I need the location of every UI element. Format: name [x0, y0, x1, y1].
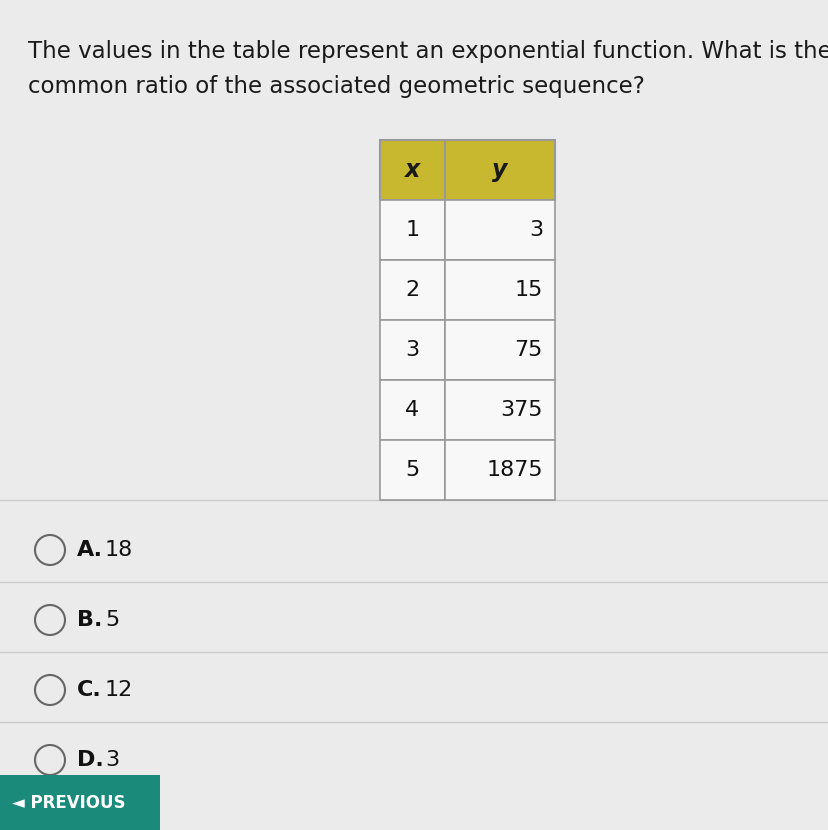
Text: 5: 5 — [105, 610, 119, 630]
Text: 4: 4 — [405, 400, 419, 420]
Text: C.: C. — [77, 680, 102, 700]
Bar — [379, 200, 445, 260]
Text: 3: 3 — [528, 220, 542, 240]
Bar — [0, 775, 160, 830]
Text: A.: A. — [77, 540, 103, 560]
Text: The values in the table represent an exponential function. What is the: The values in the table represent an exp… — [28, 40, 828, 63]
Circle shape — [35, 745, 65, 775]
Text: 18: 18 — [105, 540, 133, 560]
Bar — [379, 440, 445, 500]
Text: 5: 5 — [405, 460, 419, 480]
Bar — [445, 320, 554, 380]
Circle shape — [35, 675, 65, 705]
Text: 3: 3 — [405, 340, 419, 360]
Text: 2: 2 — [405, 280, 419, 300]
Bar — [445, 260, 554, 320]
Text: 15: 15 — [514, 280, 542, 300]
Bar — [379, 140, 445, 200]
Text: x: x — [404, 158, 420, 182]
Bar — [445, 200, 554, 260]
Circle shape — [35, 535, 65, 565]
Bar — [445, 140, 554, 200]
Text: 3: 3 — [105, 750, 119, 770]
Bar — [445, 380, 554, 440]
Text: ◄ PREVIOUS: ◄ PREVIOUS — [12, 793, 125, 812]
Circle shape — [35, 605, 65, 635]
Text: 75: 75 — [514, 340, 542, 360]
Bar — [379, 260, 445, 320]
Text: B.: B. — [77, 610, 102, 630]
Text: y: y — [492, 158, 507, 182]
Bar — [445, 440, 554, 500]
Bar — [379, 320, 445, 380]
Text: 1: 1 — [405, 220, 419, 240]
Text: 375: 375 — [500, 400, 542, 420]
Bar — [379, 380, 445, 440]
Text: common ratio of the associated geometric sequence?: common ratio of the associated geometric… — [28, 75, 644, 98]
Text: D.: D. — [77, 750, 104, 770]
Text: 1875: 1875 — [486, 460, 542, 480]
Text: 12: 12 — [105, 680, 133, 700]
